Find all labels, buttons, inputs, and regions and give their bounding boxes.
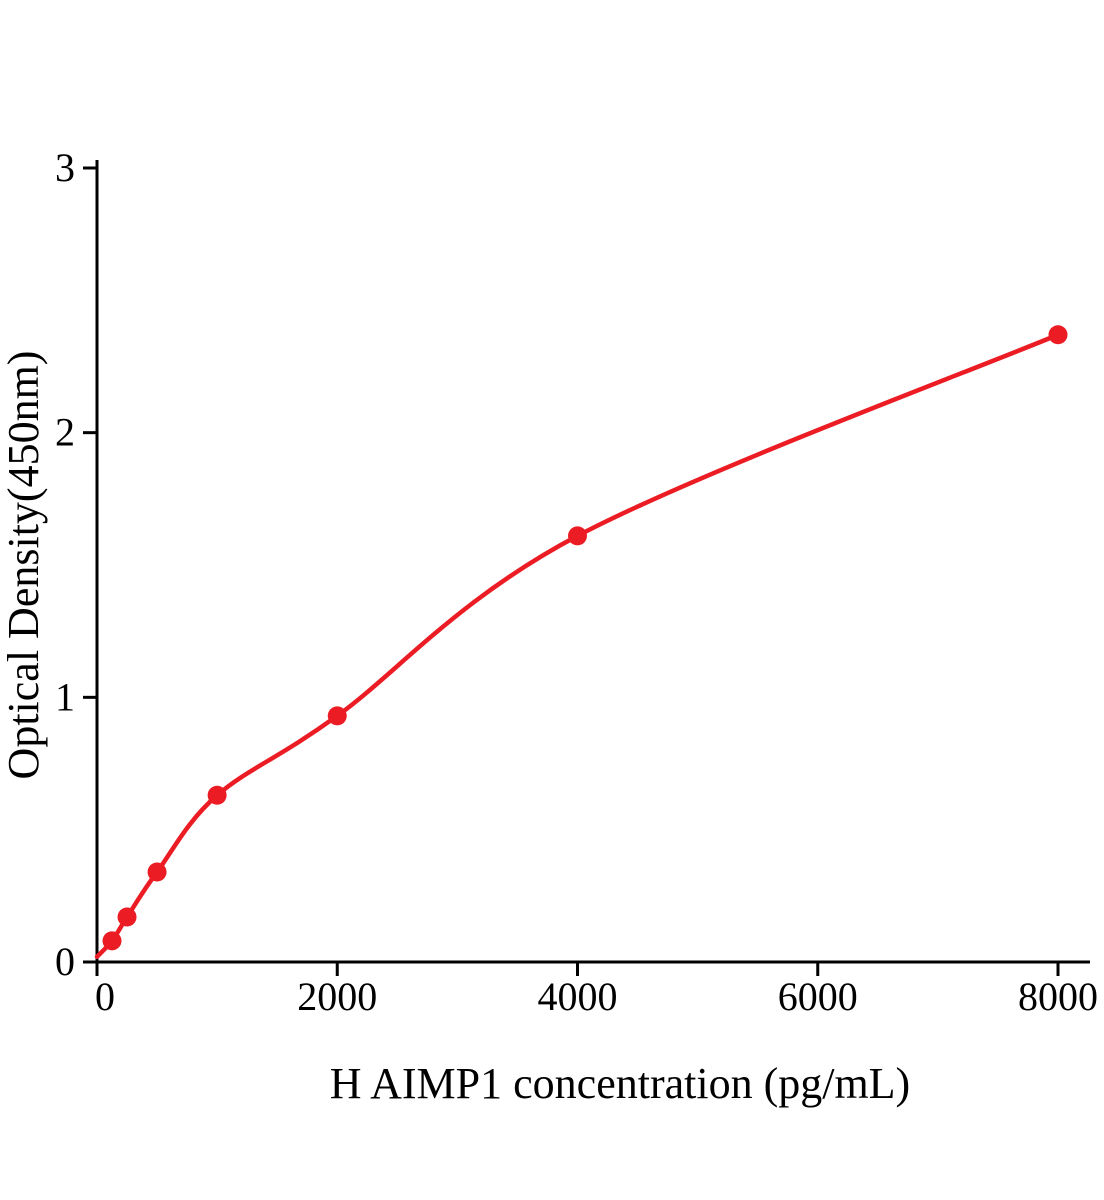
y-tick-label: 0 xyxy=(55,939,75,984)
y-tick-label: 2 xyxy=(55,410,75,455)
data-point xyxy=(207,785,227,805)
series-group xyxy=(94,325,1068,959)
x-tick-label: 4000 xyxy=(538,974,618,1019)
data-point xyxy=(1048,325,1068,345)
x-tick-label: 6000 xyxy=(778,974,858,1019)
fit-curve xyxy=(94,332,1061,959)
data-point xyxy=(327,706,347,726)
y-tick-label: 3 xyxy=(55,145,75,190)
data-point xyxy=(147,862,167,882)
data-point xyxy=(117,907,137,927)
axes-group: 0 2000 4000 6000 8000 0 1 2 3 xyxy=(55,145,1098,1019)
y-tick-label: 1 xyxy=(55,674,75,719)
x-tick-label: 8000 xyxy=(1018,974,1098,1019)
x-axis-label: H AIMP1 concentration (pg/mL) xyxy=(330,1059,910,1108)
data-point xyxy=(568,526,587,546)
x-tick-label: 0 xyxy=(95,974,115,1019)
x-tick-label: 2000 xyxy=(297,974,377,1019)
y-axis-label: Optical Density(450nm) xyxy=(0,351,48,780)
data-point xyxy=(102,931,122,951)
